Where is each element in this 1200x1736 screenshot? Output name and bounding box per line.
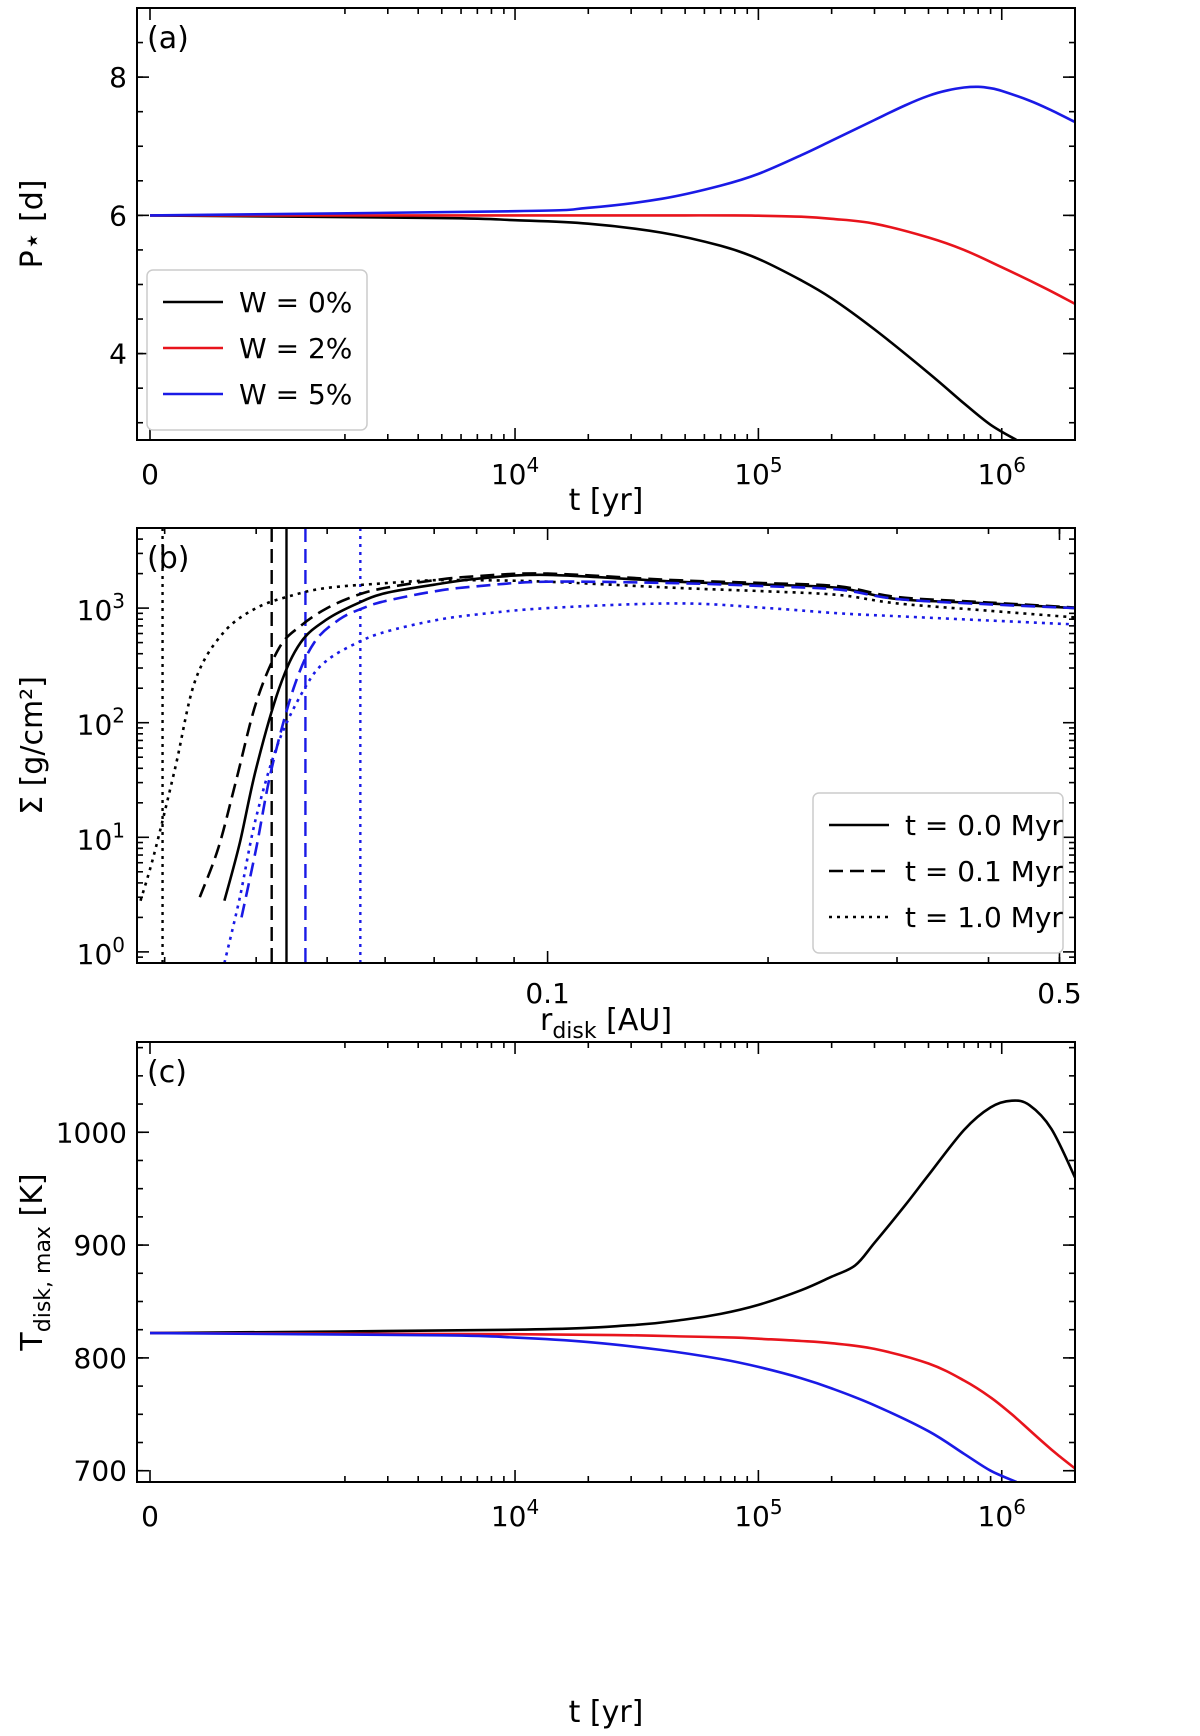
legend-box [812,792,1064,954]
x-tick-label: 0 [141,458,159,491]
x-tick-label-exp: 4 [526,453,539,477]
label-main: r [540,1003,553,1038]
y-tick-label: 100 [77,933,125,971]
x-tick-label-exp: 4 [526,1495,539,1519]
y-tick-label-exp: 1 [112,818,125,842]
label-rest: [AU] [597,1003,672,1038]
x-axis-label: t [yr] [569,483,644,518]
legend-label: W = 2% [239,332,352,365]
y-axis-label: P⋆ [d] [15,180,50,269]
legend-box [146,269,368,431]
y-tick-label: 6 [109,199,127,232]
label-main: T [15,1332,50,1352]
x-axis-label: rdisk [AU] [540,1003,672,1044]
y-tick-label: 8 [109,61,127,94]
x-tick-label-exp: 5 [770,1495,783,1519]
legend: t = 0.0 Myr t = 0.1 Myr t = 1.0 Myr [812,792,1064,954]
y-tick-label: 1000 [56,1116,127,1149]
x-tick-label: 0.5 [1037,977,1082,1010]
x-tick-label: 104 [491,1495,539,1533]
y-axis: 700 800 900 1000 [56,1116,1075,1488]
y-tick-label: 101 [77,818,125,856]
y-tick-label-exp: 3 [112,589,125,613]
y-tick-label-base: 10 [77,594,113,627]
y-tick-label: 800 [74,1342,127,1375]
x-tick-label: 106 [978,1495,1026,1533]
series-line [149,214,1018,440]
label-sub: disk, max [31,1226,56,1332]
series-line [240,580,1075,918]
x-tick-label-exp: 6 [1013,453,1026,477]
legend-label: t = 0.0 Myr [905,809,1063,842]
x-tick-label-exp: 5 [770,453,783,477]
y-tick-label: 700 [74,1455,127,1488]
panel-label: (b) [147,541,189,576]
x-axis: 0.1 0.5 [525,528,1082,1010]
x-tick-label: 105 [734,453,782,491]
x-tick-label-base: 10 [734,1500,770,1533]
y-tick-label-exp: 2 [112,704,125,728]
y-axis: 4 6 8 [109,61,1075,371]
minor-ticks [137,1042,1076,1482]
x-tick-label-base: 10 [734,458,770,491]
y-tick-label: 103 [77,589,125,627]
panel-label: (c) [147,1055,187,1090]
x-tick-label: 106 [978,453,1026,491]
x-tick-label: 105 [734,1495,782,1533]
x-tick-label-base: 10 [978,1500,1014,1533]
y-axis-label: Tdisk, max [K] [15,1173,56,1351]
legend-label: W = 0% [239,286,352,319]
legend-label: W = 5% [239,378,352,411]
label-rest: [K] [15,1173,50,1226]
series-group [149,1099,1075,1482]
label-sub: disk [552,1019,597,1044]
y-tick-label-base: 10 [77,938,113,971]
series-line [198,572,1075,898]
x-tick-label: 0 [141,1500,159,1533]
series-line [149,1331,1075,1470]
y-tick-label-base: 10 [77,823,113,856]
x-axis: 0 104 105 106 [141,8,1026,491]
y-tick-label-exp: 0 [112,933,125,957]
series-line [149,1099,1075,1335]
y-tick-label: 102 [77,704,125,742]
y-tick-label: 900 [74,1229,127,1262]
legend-label: t = 1.0 Myr [905,901,1063,934]
x-tick-label: 104 [491,453,539,491]
series-group [149,85,1075,440]
x-tick-label-base: 0 [141,458,159,491]
x-tick-label-exp: 6 [1013,1495,1026,1519]
plot-frame [136,527,1076,964]
series-group [139,528,1075,963]
legend: W = 0% W = 2% W = 5% [146,269,368,431]
x-tick-label-base: 10 [491,1500,527,1533]
series-line [149,214,1075,305]
legend-label: t = 0.1 Myr [905,855,1063,888]
x-tick-label: 0.1 [525,977,570,1010]
series-line [139,578,1075,902]
x-axis-label: t [yr] [569,1695,644,1730]
series-line [149,85,1075,217]
series-line [149,1331,1018,1482]
x-axis: 0 104 105 106 [141,1042,1026,1533]
panel-label: (a) [147,21,189,56]
plot-frame [136,1041,1076,1483]
y-axis-label: Σ [g/cm²] [15,676,50,815]
x-tick-label-base: 0 [141,1500,159,1533]
plot-frame [136,7,1076,441]
x-tick-label-base: 10 [491,458,527,491]
y-tick-label: 4 [109,338,127,371]
y-tick-label-base: 10 [77,709,113,742]
x-tick-label-base: 10 [978,458,1014,491]
